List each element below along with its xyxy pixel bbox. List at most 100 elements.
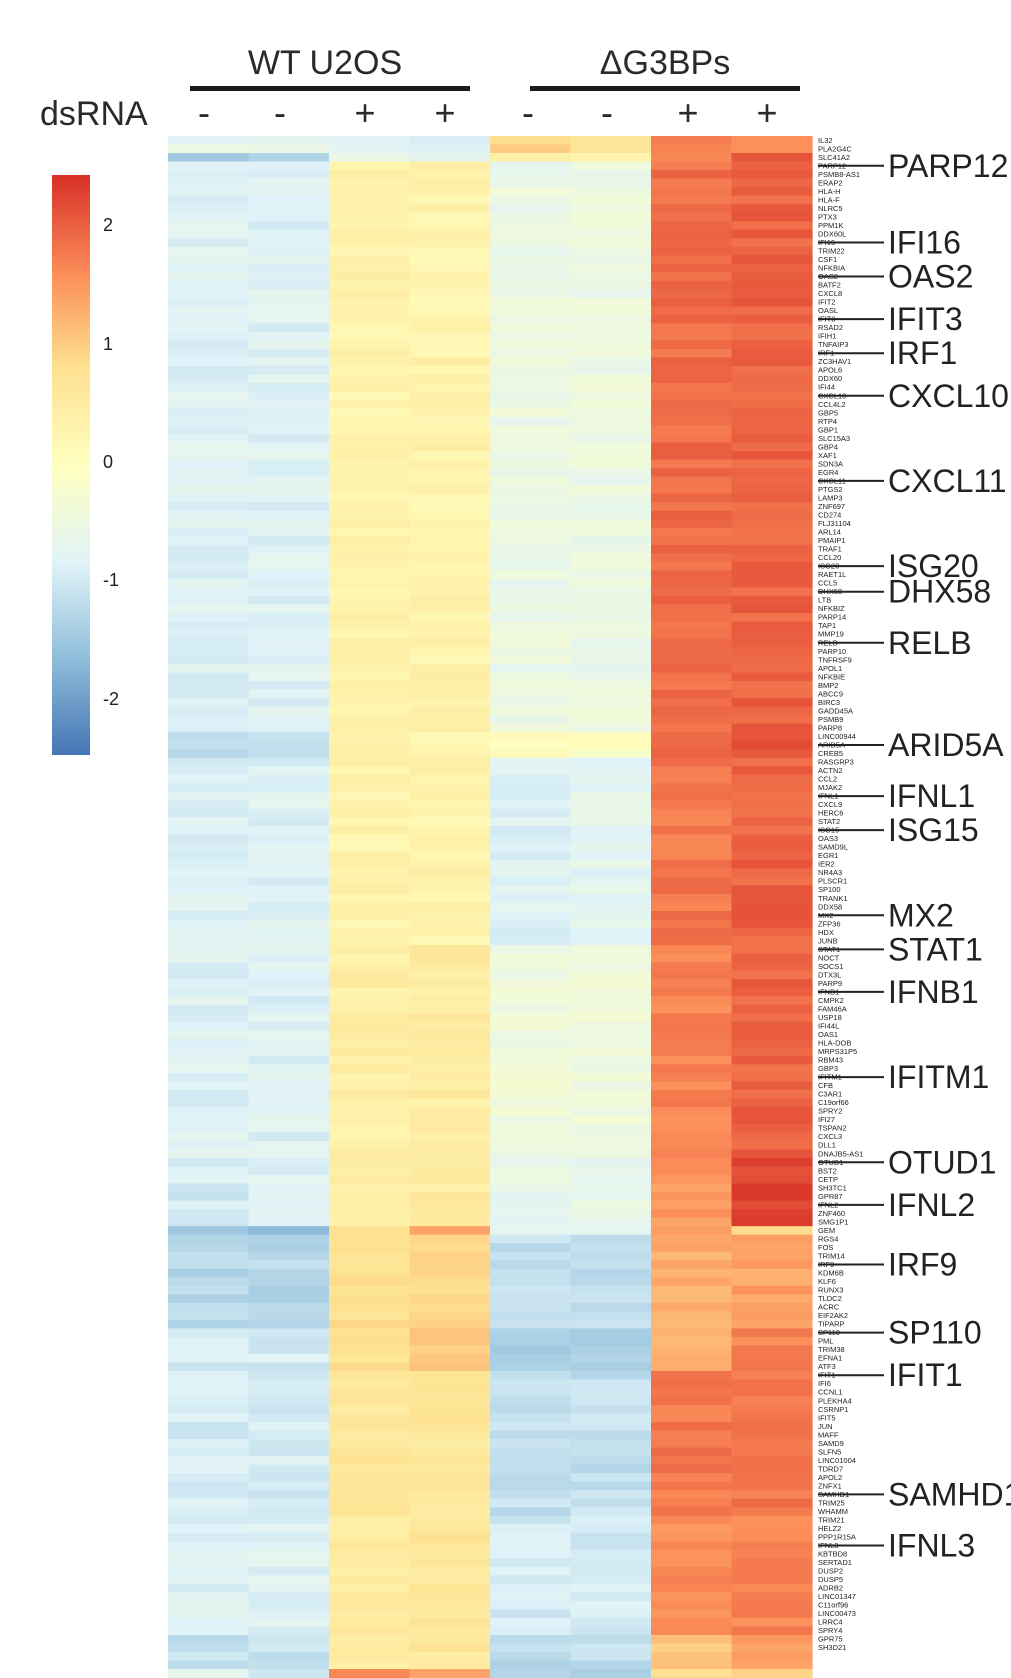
heatmap-cell [409, 834, 491, 844]
heatmap-cell [168, 408, 250, 418]
heatmap-cell [731, 638, 813, 648]
heatmap-cell [651, 664, 733, 674]
heatmap-cell [490, 1294, 572, 1304]
heatmap-cell [570, 289, 652, 299]
colorbar-tick-label: -1 [103, 570, 120, 590]
heatmap-cell [651, 1200, 733, 1210]
heatmap-cell [570, 144, 652, 154]
heatmap-cell [329, 1660, 411, 1670]
heatmap-cell [248, 1379, 330, 1389]
heatmap-cell [490, 1541, 572, 1551]
heatmap-cell [570, 1319, 652, 1329]
gene-label: KDM6B [818, 1269, 844, 1278]
gene-label: NFKBIZ [818, 604, 845, 613]
heatmap-cell [570, 1072, 652, 1082]
heatmap-cell [490, 885, 572, 895]
heatmap-cell [248, 170, 330, 180]
heatmap-cell [248, 1277, 330, 1287]
heatmap-cell [651, 1498, 733, 1508]
heatmap-cell [168, 221, 250, 231]
gene-label: LINC00944 [818, 732, 856, 741]
heatmap-cell [168, 953, 250, 963]
heatmap-cell [651, 621, 733, 631]
heatmap-cell [651, 1422, 733, 1432]
heatmap-cell [570, 621, 652, 631]
heatmap-cell [731, 1234, 813, 1244]
heatmap-cell [490, 595, 572, 606]
heatmap-cell [168, 1575, 250, 1585]
heatmap-cell [409, 1081, 491, 1091]
gene-label: MAFF [818, 1430, 839, 1439]
heatmap-cell [570, 1515, 652, 1525]
heatmap-cell [329, 578, 411, 588]
heatmap-cell [490, 365, 572, 376]
heatmap-cell [731, 1370, 813, 1381]
heatmap-cell [248, 766, 330, 776]
heatmap-cell [651, 876, 733, 887]
heatmap-cell [651, 1345, 733, 1355]
heatmap-cell [168, 1140, 250, 1151]
heatmap-cell [651, 1268, 733, 1278]
heatmap-cell [570, 1158, 652, 1168]
heatmap-cell [651, 144, 733, 154]
heatmap-cell [409, 527, 491, 537]
heatmap-cell [329, 1234, 411, 1244]
gene-label: CSRNP1 [818, 1405, 848, 1414]
heatmap-cell [651, 136, 733, 146]
heatmap-cell [248, 229, 330, 239]
heatmap-cell [570, 1302, 652, 1312]
heatmap-cell [490, 425, 572, 435]
heatmap-cell [168, 1013, 250, 1023]
gene-label: ACTN2 [818, 766, 843, 775]
heatmap-cell [168, 1609, 250, 1619]
heatmap-cell [490, 238, 572, 248]
heatmap-cell [490, 1047, 572, 1057]
heatmap-cell [248, 1439, 330, 1449]
heatmap-cell [731, 1013, 813, 1023]
heatmap-cell [570, 229, 652, 239]
heatmap-cell [168, 672, 250, 682]
gene-label: IER2 [818, 860, 835, 869]
heatmap-cell [329, 1123, 411, 1134]
heatmap-cell [168, 1524, 250, 1534]
heatmap-cell [731, 1362, 813, 1372]
heatmap-cell [168, 834, 250, 844]
heatmap-cell [490, 1660, 572, 1670]
heatmap-cell [329, 357, 411, 367]
heatmap-cell [570, 1575, 652, 1585]
heatmap-cell [248, 698, 330, 708]
heatmap-cell [168, 1047, 250, 1057]
heatmap-cell [168, 1498, 250, 1508]
heatmap-cell [329, 1277, 411, 1287]
heatmap-cell [329, 1422, 411, 1432]
heatmap-cell [731, 178, 813, 188]
heatmap-cell [168, 553, 250, 563]
heatmap-cell [329, 212, 411, 222]
heatmap-cell [168, 1541, 250, 1551]
heatmap-cell [570, 425, 652, 435]
heatmap-cell [570, 1634, 652, 1645]
heatmap-cell [168, 1592, 250, 1602]
heatmap-cell [651, 238, 733, 248]
heatmap-cell [651, 740, 733, 750]
heatmap-cell [651, 647, 733, 657]
gene-label: ZNFX1 [818, 1481, 842, 1490]
heatmap-cell [248, 280, 330, 290]
heatmap-cell [409, 136, 491, 146]
heatmap-cell [168, 340, 250, 350]
gene-label: FAM46A [818, 1005, 847, 1014]
heatmap-cell [248, 485, 330, 495]
heatmap-cell [409, 749, 491, 759]
heatmap-cell [329, 451, 411, 461]
heatmap-cell [570, 348, 652, 359]
heatmap-cell [329, 553, 411, 563]
heatmap-cell [651, 459, 733, 469]
heatmap-cell [329, 289, 411, 299]
heatmap-cell [731, 476, 813, 486]
gene-label: IFI44 [818, 383, 835, 392]
heatmap-cell [731, 1200, 813, 1210]
gene-label: PLSCR1 [818, 877, 847, 886]
heatmap-cell [248, 459, 330, 469]
gene-label: OAS3 [818, 834, 838, 843]
heatmap-cell [490, 229, 572, 239]
